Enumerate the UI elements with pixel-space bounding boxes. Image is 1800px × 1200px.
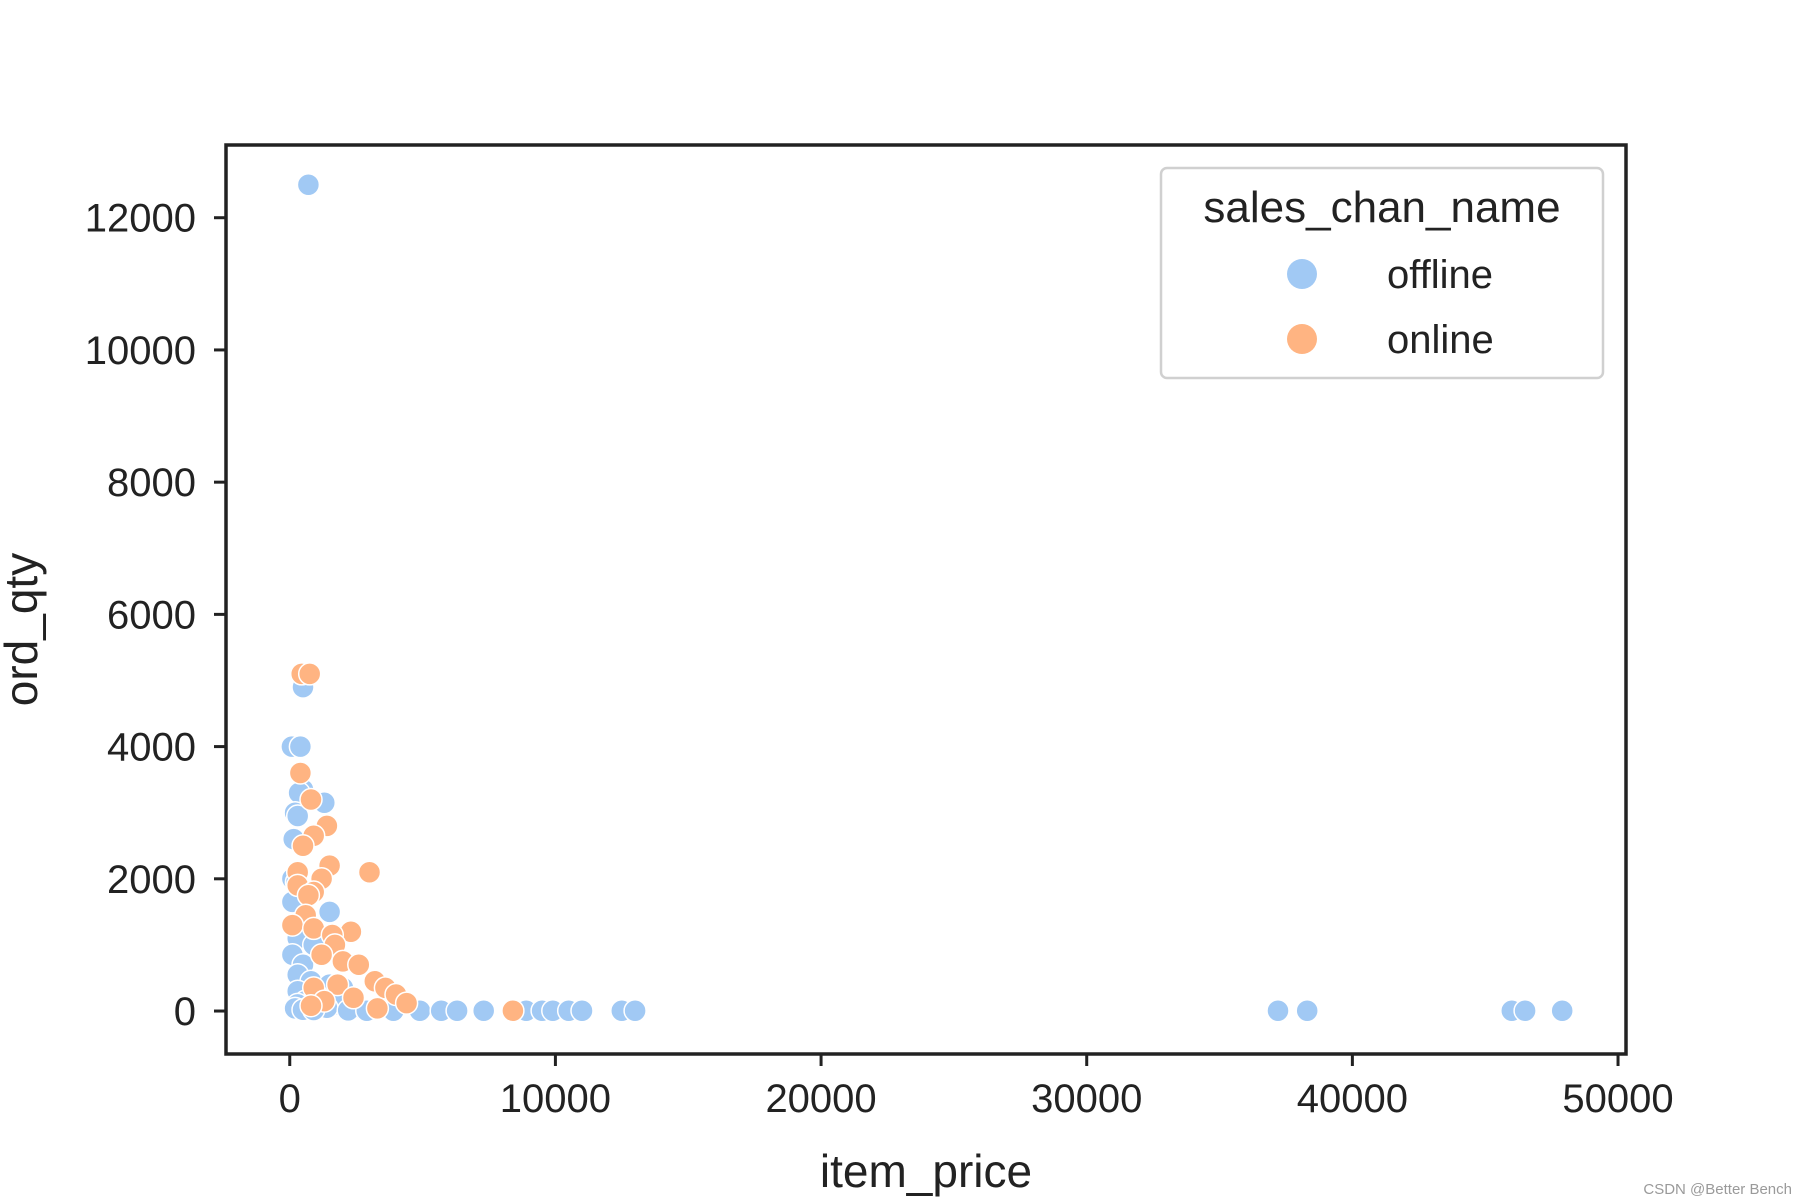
data-point-offline (445, 998, 469, 1023)
data-point-online (299, 787, 323, 812)
x-axis-label: item_price (820, 1145, 1032, 1197)
legend-title: sales_chan_name (1203, 183, 1560, 232)
legend-marker-offline (1287, 259, 1317, 289)
y-tick-label: 8000 (107, 461, 196, 505)
x-tick-label: 0 (279, 1077, 301, 1121)
y-axis: 0 2000 4000 6000 8000 10000 12000 (85, 197, 226, 1034)
x-axis: 0 10000 20000 30000 40000 50000 (279, 1054, 1674, 1121)
data-point-online (341, 986, 366, 1010)
plot-frame (224, 143, 1628, 1056)
data-point-offline (296, 172, 321, 197)
data-point-offline (471, 998, 496, 1023)
data-point-online (325, 972, 350, 997)
data-point-online (299, 993, 323, 1018)
watermark: CSDN @Better Bench (1643, 1181, 1792, 1198)
data-point-online (394, 991, 419, 1015)
data-point-offline (317, 900, 342, 924)
data-point-offline (1513, 998, 1537, 1023)
y-tick-label: 6000 (107, 593, 196, 637)
y-tick-label: 4000 (107, 726, 196, 770)
legend-marker-online (1287, 324, 1317, 354)
legend-box (1159, 166, 1605, 380)
y-tick-label: 12000 (85, 197, 196, 241)
data-point-offline (570, 998, 594, 1023)
series-online (280, 662, 525, 1023)
data-point-offline (623, 998, 647, 1023)
data-points (280, 172, 1574, 1023)
data-point-offline (285, 804, 310, 828)
data-point-online (291, 834, 315, 858)
data-point-online (357, 860, 382, 884)
data-point-online (296, 883, 321, 908)
y-tick-label: 10000 (85, 329, 196, 373)
data-point-offline (1266, 998, 1290, 1023)
y-tick-label: 0 (174, 990, 196, 1034)
data-point-offline (1295, 998, 1319, 1023)
legend-label-online: online (1387, 318, 1494, 362)
x-tick-label: 10000 (500, 1077, 611, 1121)
data-point-online (501, 998, 525, 1023)
y-axis-label: ord_qty (0, 553, 47, 706)
x-tick-label: 30000 (1031, 1077, 1142, 1121)
data-point-online (309, 943, 334, 967)
data-point-online (297, 662, 322, 686)
x-tick-label: 40000 (1297, 1077, 1408, 1121)
data-point-online (288, 761, 313, 785)
y-tick-label: 2000 (107, 858, 196, 902)
data-point-online (347, 953, 371, 977)
x-tick-label: 50000 (1562, 1077, 1673, 1121)
data-point-online (280, 913, 305, 937)
data-point-offline (288, 734, 313, 759)
x-tick-label: 20000 (765, 1077, 876, 1121)
data-point-online (365, 996, 390, 1021)
legend-label-offline: offline (1387, 253, 1493, 297)
data-point-offline (1550, 998, 1574, 1023)
